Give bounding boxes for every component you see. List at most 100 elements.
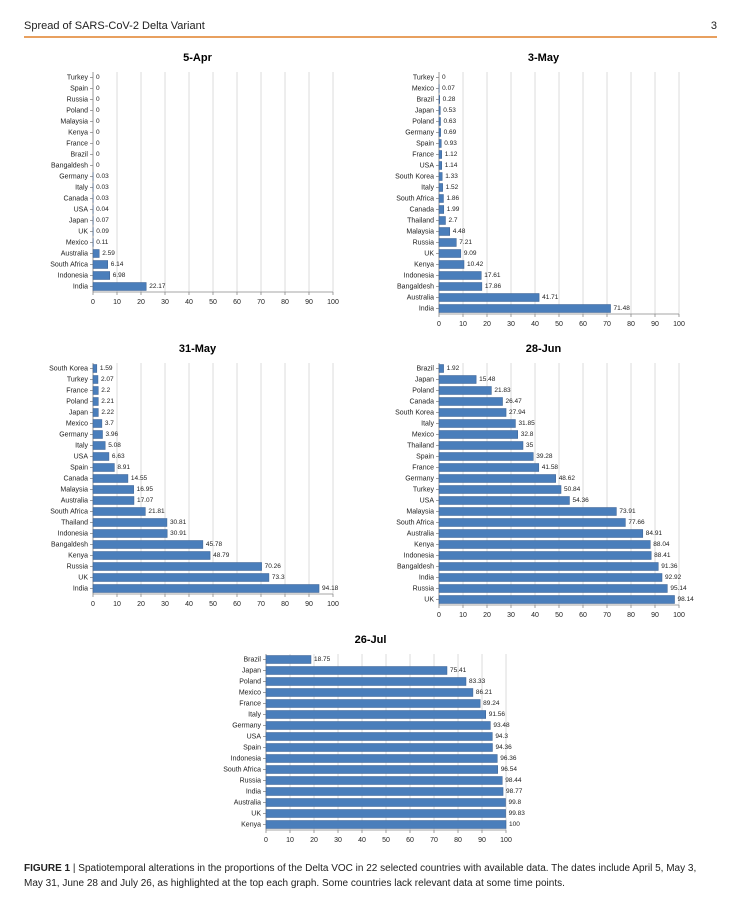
country-label: South Africa	[50, 508, 88, 515]
country-label: Bangaldesh	[397, 283, 434, 290]
country-label: Kenya	[68, 129, 88, 136]
bar-value: 41.58	[541, 464, 558, 471]
country-label: Thailand	[61, 519, 88, 526]
bar	[93, 475, 128, 483]
bar	[439, 129, 441, 137]
bar	[439, 563, 658, 571]
bar	[93, 250, 99, 258]
country-label: France	[412, 151, 434, 158]
chart-title: 31-May	[33, 343, 363, 355]
x-tick-label: 70	[430, 837, 438, 844]
chart-title: 5-Apr	[33, 52, 363, 64]
country-label: France	[66, 387, 88, 394]
country-label: Indonesia	[403, 552, 433, 559]
bar-value: 0.04	[96, 206, 109, 213]
bar-value: 1.99	[446, 206, 459, 213]
country-label: Bangaldesh	[397, 563, 434, 570]
x-tick-label: 40	[358, 837, 366, 844]
bar-value: 73.91	[619, 508, 636, 515]
x-tick-label: 90	[305, 299, 313, 306]
bar-value: 0	[96, 74, 100, 81]
x-tick-label: 30	[507, 612, 515, 619]
x-tick-label: 0	[437, 321, 441, 328]
country-label: UK	[424, 250, 434, 257]
bar	[439, 464, 539, 472]
country-label: Indonesia	[57, 272, 87, 279]
bar	[439, 508, 616, 516]
bar	[266, 788, 503, 796]
country-label: Mexico	[238, 689, 260, 696]
x-tick-label: 80	[627, 321, 635, 328]
bar	[266, 667, 447, 675]
bar-value: 18.75	[314, 656, 331, 663]
x-tick-label: 90	[478, 837, 486, 844]
bar-value: 99.83	[508, 810, 525, 817]
bar	[439, 283, 482, 291]
chart-svg: Brazil18.75Japan75.41Poland83.33Mexico86…	[206, 648, 536, 848]
country-label: Australia	[406, 294, 433, 301]
x-tick-label: 10	[113, 299, 121, 306]
chart-panel: 3-MayTurkey0Mexico0.07Brazil0.28Japan0.5…	[379, 52, 709, 337]
bar	[93, 552, 210, 560]
x-tick-label: 20	[137, 601, 145, 608]
bar-value: 77.66	[628, 519, 645, 526]
bar	[93, 530, 167, 538]
country-label: Brazil	[70, 151, 88, 158]
country-label: Indonesia	[403, 272, 433, 279]
country-label: Russia	[66, 96, 88, 103]
x-tick-label: 100	[500, 837, 512, 844]
country-label: Brazil	[243, 656, 261, 663]
bar-value: 71.48	[613, 305, 630, 312]
country-label: South Korea	[395, 173, 434, 180]
bar	[439, 442, 523, 450]
bar	[93, 420, 102, 428]
bar-value: 75.41	[449, 667, 466, 674]
bar	[266, 777, 502, 785]
country-label: Japan	[68, 409, 87, 416]
x-tick-label: 0	[264, 837, 268, 844]
country-label: Malaysia	[406, 228, 434, 235]
x-tick-label: 0	[91, 299, 95, 306]
chart-svg: Brazil1.92Japan15.48Poland21.83Canada26.…	[379, 357, 709, 623]
bar	[439, 184, 443, 192]
country-label: Spain	[70, 85, 88, 92]
chart-svg: Turkey0Mexico0.07Brazil0.28Japan0.53Pola…	[379, 66, 709, 332]
bar-value: 39.28	[536, 453, 553, 460]
country-label: Germany	[405, 475, 434, 482]
bar	[93, 387, 98, 395]
x-tick-label: 50	[209, 601, 217, 608]
x-tick-label: 20	[137, 299, 145, 306]
bar-value: 91.36	[661, 563, 678, 570]
bar	[439, 250, 461, 258]
bar-value: 35	[526, 442, 534, 449]
x-tick-label: 60	[233, 299, 241, 306]
bar-value: 7.21	[459, 239, 472, 246]
x-tick-label: 80	[454, 837, 462, 844]
x-tick-label: 70	[603, 612, 611, 619]
country-label: Italy	[75, 442, 88, 449]
bar	[439, 173, 442, 181]
bar-value: 30.81	[169, 519, 186, 526]
bar	[439, 585, 667, 593]
bar-value: 0.03	[96, 195, 109, 202]
bar	[266, 755, 497, 763]
x-tick-label: 70	[257, 299, 265, 306]
country-label: USA	[419, 162, 434, 169]
bar-value: 3.96	[105, 431, 118, 438]
country-label: UK	[424, 596, 434, 603]
x-tick-label: 10	[459, 612, 467, 619]
bar	[93, 409, 98, 417]
bar-value: 17.07	[136, 497, 153, 504]
header-rule	[24, 36, 717, 38]
x-tick-label: 50	[555, 612, 563, 619]
x-tick-label: 0	[437, 612, 441, 619]
bar	[93, 261, 108, 269]
x-tick-label: 40	[531, 612, 539, 619]
bar-value: 54.36	[572, 497, 589, 504]
bar	[266, 722, 490, 730]
country-label: Brazil	[416, 96, 434, 103]
bar-value: 2.07	[100, 376, 113, 383]
bar-value: 21.81	[148, 508, 165, 515]
bar-value: 0	[96, 140, 100, 147]
bar-value: 14.55	[130, 475, 147, 482]
